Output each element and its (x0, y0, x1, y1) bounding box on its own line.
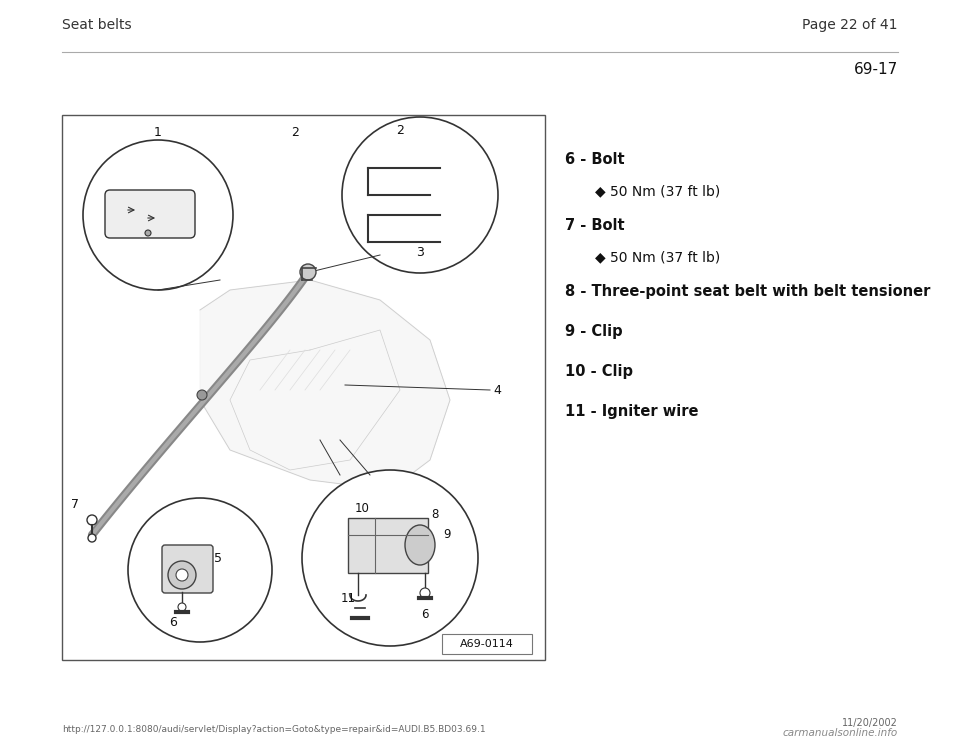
FancyBboxPatch shape (162, 545, 213, 593)
Text: 6: 6 (421, 608, 429, 622)
Circle shape (168, 561, 196, 589)
Text: 7: 7 (71, 499, 79, 511)
Text: 6 - Bolt: 6 - Bolt (565, 152, 625, 167)
Circle shape (197, 390, 207, 400)
Text: 69-17: 69-17 (853, 62, 898, 77)
Text: 9 - Clip: 9 - Clip (565, 324, 623, 339)
Text: 4: 4 (493, 384, 501, 396)
Circle shape (176, 569, 188, 581)
Circle shape (87, 515, 97, 525)
Circle shape (420, 588, 430, 598)
Text: 8 - Three-point seat belt with belt tensioner: 8 - Three-point seat belt with belt tens… (565, 284, 930, 299)
Text: 11 - Igniter wire: 11 - Igniter wire (565, 404, 699, 419)
Ellipse shape (405, 525, 435, 565)
Text: 7 - Bolt: 7 - Bolt (565, 218, 625, 233)
Bar (62, 115, 545, 660)
Text: Page 22 of 41: Page 22 of 41 (803, 18, 898, 32)
Text: 11/20/2002: 11/20/2002 (842, 718, 898, 728)
Text: http://127.0.0.1:8080/audi/servlet/Display?action=Goto&type=repair&id=AUDI.B5.BD: http://127.0.0.1:8080/audi/servlet/Displ… (62, 725, 486, 734)
Circle shape (145, 230, 151, 236)
Circle shape (128, 498, 272, 642)
FancyBboxPatch shape (105, 190, 195, 238)
Circle shape (178, 603, 186, 611)
Text: 3: 3 (416, 246, 424, 258)
Text: 10: 10 (354, 502, 370, 514)
Circle shape (302, 470, 478, 646)
Circle shape (83, 140, 233, 290)
Text: 11: 11 (341, 591, 355, 605)
Text: 6: 6 (169, 616, 177, 628)
Circle shape (300, 264, 316, 280)
Text: ◆ 50 Nm (37 ft lb): ◆ 50 Nm (37 ft lb) (595, 250, 720, 264)
Text: A69-0114: A69-0114 (460, 639, 514, 649)
Text: 5: 5 (214, 551, 222, 565)
Text: carmanualsonline.info: carmanualsonline.info (782, 728, 898, 738)
Text: 1: 1 (154, 126, 162, 139)
Circle shape (342, 117, 498, 273)
Polygon shape (200, 280, 450, 490)
Text: Seat belts: Seat belts (62, 18, 132, 32)
Bar (348, 518, 428, 573)
Text: 9: 9 (444, 528, 451, 540)
Circle shape (88, 534, 96, 542)
Text: 8: 8 (431, 508, 439, 520)
Text: 10 - Clip: 10 - Clip (565, 364, 633, 379)
Text: ◆ 50 Nm (37 ft lb): ◆ 50 Nm (37 ft lb) (595, 184, 720, 198)
FancyBboxPatch shape (442, 634, 532, 654)
Text: 2: 2 (291, 126, 299, 139)
Text: 2: 2 (396, 123, 404, 137)
